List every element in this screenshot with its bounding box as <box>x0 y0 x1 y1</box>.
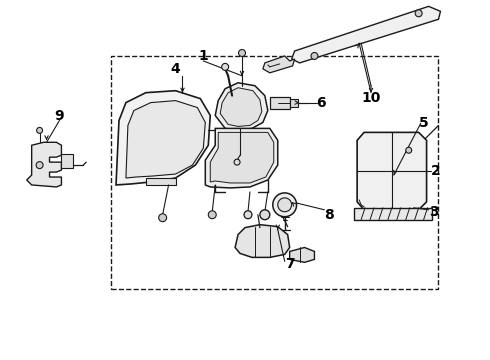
Polygon shape <box>292 6 441 63</box>
Circle shape <box>36 162 43 168</box>
Polygon shape <box>235 225 290 257</box>
Polygon shape <box>220 88 262 126</box>
Circle shape <box>37 127 43 133</box>
Polygon shape <box>263 56 294 73</box>
Text: 9: 9 <box>54 108 64 122</box>
Text: 4: 4 <box>171 62 180 76</box>
Circle shape <box>234 159 240 165</box>
Text: 10: 10 <box>361 91 381 105</box>
Text: 5: 5 <box>419 116 428 130</box>
Polygon shape <box>116 91 210 185</box>
Circle shape <box>260 210 270 220</box>
Circle shape <box>159 214 167 222</box>
Circle shape <box>244 211 252 219</box>
Circle shape <box>239 50 245 57</box>
Bar <box>270 96 290 109</box>
Bar <box>377 174 395 188</box>
Circle shape <box>415 10 422 17</box>
Polygon shape <box>146 178 175 185</box>
Text: 1: 1 <box>198 49 208 63</box>
Polygon shape <box>210 132 274 183</box>
Bar <box>111 56 439 289</box>
Polygon shape <box>357 132 427 210</box>
Circle shape <box>278 198 292 212</box>
Polygon shape <box>126 100 205 178</box>
Bar <box>354 208 432 220</box>
Text: 6: 6 <box>317 96 326 109</box>
Polygon shape <box>290 247 315 262</box>
Bar <box>61 154 74 168</box>
Bar <box>392 177 404 185</box>
Text: 3: 3 <box>429 205 439 219</box>
Polygon shape <box>205 129 278 188</box>
Circle shape <box>221 63 229 70</box>
Circle shape <box>208 211 216 219</box>
Bar <box>290 99 297 107</box>
Circle shape <box>311 53 318 59</box>
Text: 7: 7 <box>285 257 294 271</box>
Circle shape <box>273 193 296 217</box>
Polygon shape <box>26 142 61 187</box>
Text: 8: 8 <box>324 208 334 222</box>
Polygon shape <box>215 83 268 130</box>
Circle shape <box>406 147 412 153</box>
Text: 2: 2 <box>431 164 441 178</box>
